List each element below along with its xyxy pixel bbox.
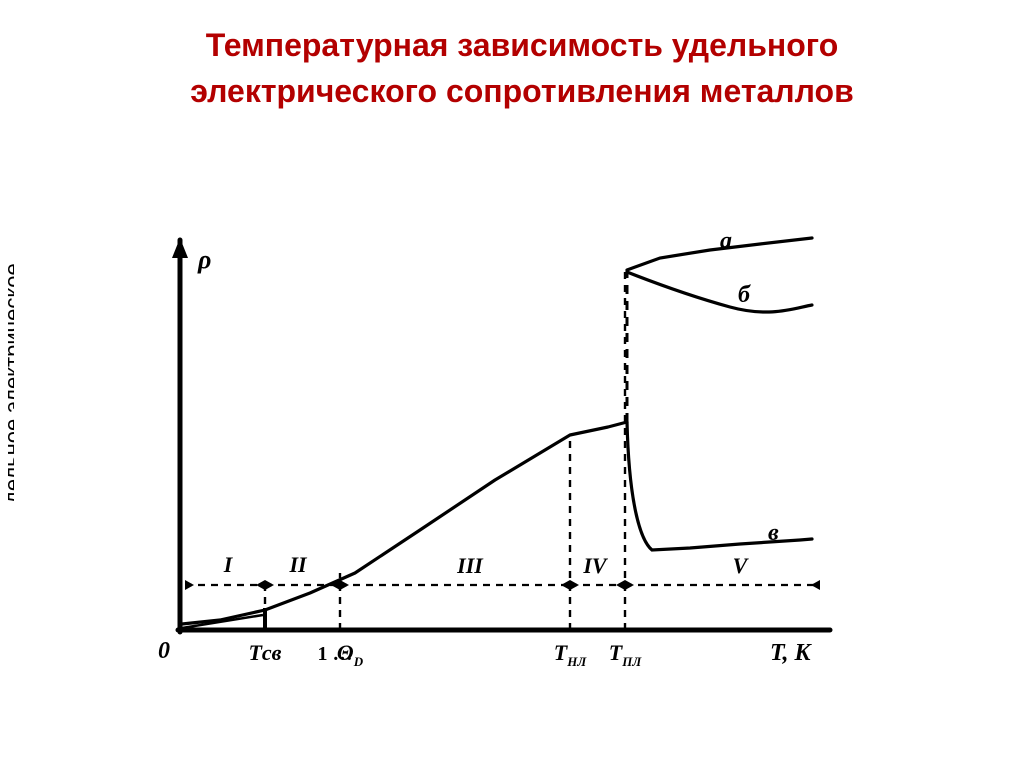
curve-label-б: б	[738, 282, 751, 308]
region-arrow-r-2	[561, 580, 570, 590]
curve-label-а: а	[720, 228, 732, 254]
x-axis-label: T, K	[770, 640, 812, 666]
region-label-ii: II	[288, 552, 308, 577]
left-col-text: дельное электрическое	[0, 0, 14, 768]
region-arrow-l-3	[570, 580, 579, 590]
region-arrow-l-4	[625, 580, 634, 590]
main-curve	[182, 422, 627, 624]
title-line2: электрического сопротивления металлов	[190, 73, 854, 109]
curve-label-в: в	[768, 520, 779, 546]
title-line1: Температурная зависимость удельного	[206, 27, 838, 63]
region-label-iii: III	[456, 553, 484, 578]
branch-b	[627, 272, 812, 312]
slide: дельное электрическое Температурная зави…	[0, 0, 1024, 768]
y-axis-label: ρ	[197, 245, 211, 274]
region-arrow-l-2	[340, 580, 349, 590]
region-arrow-l-0	[185, 580, 194, 590]
branch-v	[627, 422, 812, 550]
xtick-2: ΘD	[337, 640, 364, 669]
region-label-i: I	[223, 552, 234, 577]
y-axis-arrow	[172, 238, 188, 258]
xtick-0: Tсв	[248, 640, 281, 665]
xtick-3: TНЛ	[554, 640, 588, 669]
region-arrow-l-1	[265, 580, 274, 590]
region-arrow-r-0	[256, 580, 265, 590]
origin-label: 0	[158, 638, 170, 664]
xtick-4: TПЛ	[609, 640, 643, 669]
region-arrow-r-4	[811, 580, 820, 590]
region-arrow-r-3	[616, 580, 625, 590]
region-label-v: V	[733, 553, 750, 578]
left-cropped-text: дельное электрическое	[0, 0, 14, 768]
region-label-iv: IV	[582, 553, 609, 578]
resistivity-chart: ρT, K0IIIIIIIVVабвTсв1 …ΘDTНЛTПЛ	[100, 210, 900, 690]
slide-title: Температурная зависимость удельного элек…	[60, 22, 984, 115]
